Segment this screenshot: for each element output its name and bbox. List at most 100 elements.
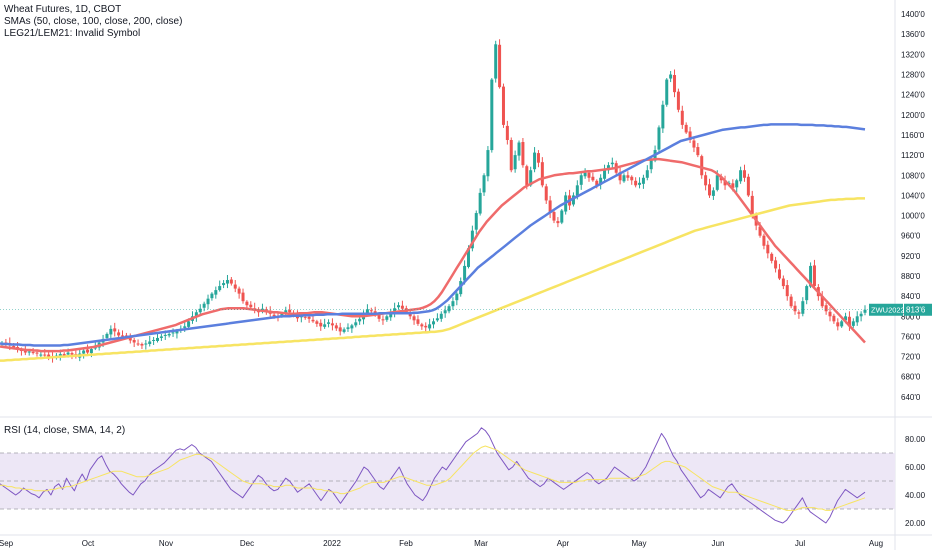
candle-body <box>385 316 389 320</box>
candle-body <box>424 325 428 328</box>
x-tick-label: Sep <box>0 539 14 548</box>
candle-body <box>809 265 813 287</box>
candle-body <box>66 352 70 355</box>
price-tick-label: 1080'0 <box>901 171 925 180</box>
candle-body <box>222 283 226 286</box>
candle-body <box>12 346 16 348</box>
candle-body <box>140 344 144 346</box>
candle-body <box>583 172 587 177</box>
candle-body <box>525 166 529 186</box>
candle-body <box>183 326 187 328</box>
candle-body <box>128 337 132 341</box>
candle-body <box>501 86 505 125</box>
candle-body <box>303 316 307 318</box>
rsi-sma-line <box>0 445 866 511</box>
candle-body <box>132 339 136 343</box>
candle-body <box>552 212 556 221</box>
symbol-tag: ZWU2022 <box>871 306 905 315</box>
candle-body <box>781 278 785 287</box>
rsi-tick-label: 60.00 <box>905 463 926 472</box>
candle-body <box>412 316 416 321</box>
candle-body <box>397 305 401 308</box>
candle-body <box>214 290 218 295</box>
candle-body <box>482 175 486 193</box>
candle-body <box>622 175 626 182</box>
candle-body <box>400 305 404 309</box>
candle-body <box>358 318 362 322</box>
x-tick-label: 2022 <box>323 539 341 548</box>
candle-body <box>307 316 311 319</box>
rsi-tick-label: 20.00 <box>905 519 926 528</box>
candle-body <box>144 343 148 345</box>
price-tag: 813'6 <box>906 306 926 315</box>
candle-body <box>47 354 51 357</box>
candle-body <box>770 253 774 261</box>
candle-body <box>676 91 680 110</box>
candle-body <box>210 293 214 299</box>
candle-body <box>280 313 284 317</box>
candle-body <box>579 175 583 185</box>
candle-body <box>797 312 801 314</box>
candle-body <box>311 319 315 322</box>
candle-body <box>443 310 447 314</box>
candles-group <box>0 39 867 363</box>
candle-body <box>354 322 358 326</box>
rsi-tick-label: 40.00 <box>905 491 926 500</box>
candle-body <box>708 184 712 196</box>
candle-body <box>851 321 855 326</box>
candle-body <box>832 315 836 322</box>
candle-body <box>498 44 502 88</box>
candle-body <box>863 309 867 313</box>
candle-body <box>451 301 455 307</box>
x-tick-label: Apr <box>557 539 570 548</box>
candle-body <box>447 306 451 312</box>
candle-body <box>649 160 653 170</box>
candle-body <box>684 124 688 133</box>
candle-body <box>439 313 443 319</box>
candle-body <box>641 177 645 184</box>
candle-body <box>540 162 544 186</box>
candle-body <box>117 332 121 336</box>
candle-body <box>544 186 548 201</box>
candle-body <box>330 323 334 326</box>
candle-body <box>824 305 828 312</box>
candle-body <box>58 354 62 357</box>
candle-body <box>556 221 560 224</box>
candle-body <box>533 152 537 170</box>
candle-body <box>466 248 470 267</box>
candle-body <box>859 313 863 317</box>
candle-body <box>739 170 743 182</box>
candle-body <box>704 175 708 186</box>
candle-body <box>393 308 397 313</box>
price-tick-label: 840'0 <box>901 292 921 301</box>
x-tick-label: Mar <box>474 539 488 548</box>
rsi-legend: RSI (14, close, SMA, 14, 2) <box>4 425 126 436</box>
candle-body <box>626 175 630 178</box>
candle-body <box>618 172 622 181</box>
price-tick-label: 1120'0 <box>901 151 925 160</box>
price-tick-label: 720'0 <box>901 353 921 362</box>
candle-body <box>89 349 93 354</box>
candle-body <box>711 190 715 196</box>
candle-body <box>700 156 704 176</box>
symbol-error-legend: LEG21/LEM21: Invalid Symbol <box>4 28 141 39</box>
price-tick-label: 1400'0 <box>901 10 925 19</box>
candle-body <box>148 341 152 344</box>
candle-body <box>513 155 517 170</box>
candle-body <box>805 286 809 301</box>
candle-body <box>688 131 692 140</box>
candle-body <box>245 301 249 306</box>
candle-body <box>432 321 435 325</box>
candle-body <box>35 352 39 354</box>
candle-body <box>801 301 805 314</box>
chart-legend: Wheat Futures, 1D, CBOT SMAs (50, close,… <box>4 4 182 40</box>
price-tick-label: 1280'0 <box>901 71 925 80</box>
candle-body <box>750 195 754 216</box>
candle-body <box>206 298 210 305</box>
price-tick-label: 1160'0 <box>901 131 925 140</box>
x-tick-label: Dec <box>240 539 254 548</box>
candle-body <box>560 210 564 223</box>
candle-body <box>762 235 766 246</box>
